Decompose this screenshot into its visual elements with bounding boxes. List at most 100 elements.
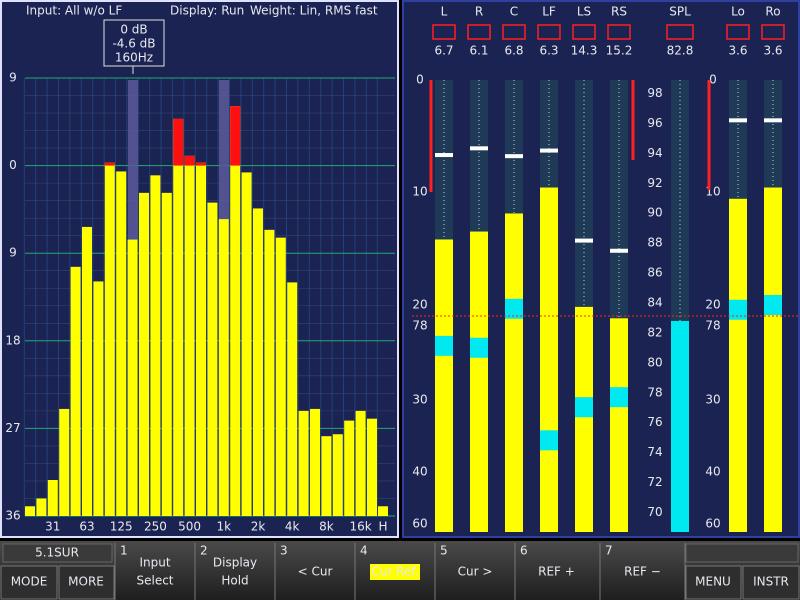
channel-name: L xyxy=(441,5,448,19)
bottom-key-label[interactable]: MORE xyxy=(68,575,104,589)
key-number[interactable]: 6 xyxy=(520,544,528,558)
spectrum-bar xyxy=(82,226,92,517)
ref-label: 78 xyxy=(412,319,427,333)
cursor-marker xyxy=(128,80,138,240)
header-display: Display: Run xyxy=(170,4,244,18)
spl-scale-label: 70 xyxy=(647,505,662,519)
overload-indicator xyxy=(607,24,631,40)
spectrum-bar xyxy=(230,106,241,516)
spectrum-overload xyxy=(173,118,184,166)
channel-name: R xyxy=(475,5,483,19)
y-tick-label: 18 xyxy=(5,333,20,347)
spectrum-bar xyxy=(93,281,104,516)
spectrum-overload xyxy=(196,162,206,166)
spl-scale-label: 84 xyxy=(647,296,662,310)
bottom-key[interactable] xyxy=(685,565,742,600)
key-number[interactable]: 5 xyxy=(440,544,448,558)
spectrum-bar xyxy=(104,162,115,516)
level-bar xyxy=(505,213,523,532)
spectrum-bar xyxy=(184,155,195,516)
header-weight: Weight: Lin, RMS fast xyxy=(250,4,378,18)
key-label[interactable]: Display xyxy=(213,556,257,570)
spectrum-bar xyxy=(378,506,388,516)
overload-indicator xyxy=(572,24,596,40)
spectrum-bar xyxy=(241,172,252,516)
meter-scale-label: 10 xyxy=(412,185,427,199)
x-tick-label: 2k xyxy=(251,520,266,534)
average-marker xyxy=(764,295,782,315)
spectrum-bar xyxy=(150,175,161,517)
spl-bar xyxy=(671,320,689,532)
key-highlight[interactable] xyxy=(370,564,420,580)
spectrum-overload xyxy=(184,155,195,166)
overload-indicator xyxy=(726,24,750,40)
key-label[interactable]: REF − xyxy=(624,565,661,579)
channel-name: LS xyxy=(577,5,591,19)
spectrum-bar xyxy=(310,408,320,516)
key-number[interactable]: 4 xyxy=(360,544,368,558)
overload-indicator xyxy=(502,24,526,40)
key-label[interactable]: REF + xyxy=(538,565,575,579)
x-tick-label: 8k xyxy=(319,520,334,534)
spectrum-bar xyxy=(173,118,184,516)
x-tick-label: 1k xyxy=(217,520,232,534)
spectrum-bar xyxy=(161,192,172,516)
key-label[interactable]: Cur Ref. xyxy=(371,565,418,579)
spl-scale-label: 98 xyxy=(647,86,662,100)
y-tick-label: 36 xyxy=(5,509,20,523)
bottom-key[interactable] xyxy=(0,565,58,600)
meter-scale-label: 20 xyxy=(705,298,720,312)
x-tick-label: 31 xyxy=(45,520,60,534)
spectrum-bar xyxy=(298,410,309,516)
meter-scale-label: 40 xyxy=(705,465,720,479)
peak-hold xyxy=(575,238,593,243)
meter-scale-label: 30 xyxy=(705,393,720,407)
channel-reading: 14.3 xyxy=(571,44,598,58)
average-marker xyxy=(729,299,747,320)
meter-scale-label: 0 xyxy=(709,73,717,87)
peak-hold xyxy=(610,248,628,253)
key-number[interactable]: 7 xyxy=(605,544,613,558)
channel-reading: 82.8 xyxy=(667,44,694,58)
key-label[interactable]: Cur > xyxy=(458,565,493,579)
spectrum-bar xyxy=(321,436,332,516)
channel-name: Lo xyxy=(731,5,745,19)
y-tick-label: 9 xyxy=(9,71,17,85)
spectrum-bar xyxy=(196,162,206,516)
channel-reading: 6.8 xyxy=(504,44,523,58)
key-number[interactable]: 1 xyxy=(120,544,128,558)
meter-scale-label: 0 xyxy=(416,73,424,87)
spectrum-bar xyxy=(344,420,355,516)
key-label[interactable]: Input xyxy=(139,556,170,570)
spl-scale-label: 80 xyxy=(647,355,662,369)
cursor-marker xyxy=(219,80,229,220)
overload-indicator xyxy=(432,24,456,40)
bottom-key[interactable] xyxy=(742,565,800,600)
level-bar xyxy=(729,198,747,532)
key-number[interactable]: 3 xyxy=(280,544,288,558)
mode-box xyxy=(2,543,113,563)
channel-name: SPL xyxy=(669,5,691,19)
level-bar xyxy=(610,318,628,532)
key-label[interactable]: Hold xyxy=(221,574,248,588)
bottom-key-label[interactable]: MODE xyxy=(11,575,48,589)
cursor-box xyxy=(103,19,165,67)
average-marker xyxy=(505,298,523,319)
channel-reading: 3.6 xyxy=(728,44,747,58)
key-number[interactable]: 2 xyxy=(200,544,208,558)
spl-scale-label: 94 xyxy=(647,146,662,160)
x-tick-label: 16k xyxy=(349,520,371,534)
meter-scale-label: 30 xyxy=(412,393,427,407)
spectrum-bar xyxy=(36,498,47,516)
y-tick-label: 0 xyxy=(9,158,17,172)
spectrum-bar xyxy=(139,192,149,516)
bottom-key[interactable] xyxy=(58,565,115,600)
key-label[interactable]: Select xyxy=(136,574,173,588)
spectrum-bar xyxy=(127,239,138,516)
key-label[interactable]: < Cur xyxy=(298,565,333,579)
bottom-key-label[interactable]: MENU xyxy=(695,575,731,589)
bottom-key-label[interactable]: INSTR xyxy=(753,575,789,589)
spectrum-bar xyxy=(59,408,70,516)
spl-scale-label: 92 xyxy=(647,176,662,190)
